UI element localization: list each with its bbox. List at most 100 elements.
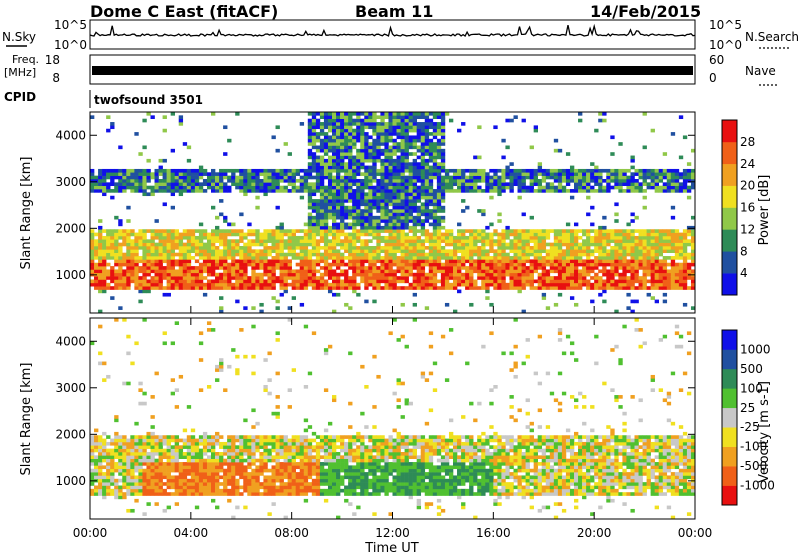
heatmap-cell bbox=[348, 132, 353, 136]
heatmap-cell bbox=[521, 282, 526, 287]
heatmap-cell bbox=[594, 242, 599, 247]
heatmap-cell bbox=[227, 249, 232, 253]
heatmap-cell bbox=[134, 341, 139, 346]
heatmap-cell bbox=[448, 282, 454, 287]
heatmap-cell bbox=[549, 229, 555, 233]
heatmap-cell bbox=[170, 378, 175, 382]
heatmap-cell bbox=[307, 222, 313, 227]
heatmap-cell bbox=[283, 172, 288, 176]
heatmap-cell bbox=[90, 262, 95, 267]
heatmap-cell bbox=[537, 168, 543, 173]
heatmap-cell bbox=[344, 115, 349, 119]
heatmap-cell bbox=[364, 209, 369, 213]
heatmap-cell bbox=[392, 185, 397, 190]
heatmap-cell bbox=[315, 232, 321, 237]
heatmap-cell bbox=[323, 272, 329, 277]
heatmap-cell bbox=[227, 138, 232, 143]
heatmap-cell bbox=[380, 185, 385, 190]
heatmap-cell bbox=[590, 242, 595, 247]
heatmap-cell bbox=[90, 472, 95, 476]
heatmap-cell bbox=[388, 182, 393, 186]
heatmap-cell bbox=[114, 441, 119, 446]
heatmap-cell bbox=[182, 441, 188, 446]
heatmap-cell bbox=[150, 249, 155, 253]
heatmap-cell bbox=[541, 172, 547, 176]
heatmap-cell bbox=[360, 225, 365, 230]
heatmap-cell bbox=[263, 266, 268, 270]
heatmap-cell bbox=[416, 249, 422, 253]
heatmap-cell bbox=[235, 262, 240, 267]
heatmap-cell bbox=[501, 269, 506, 274]
heatmap-cell bbox=[150, 488, 155, 493]
heatmap-cell bbox=[569, 296, 575, 300]
heatmap-cell bbox=[461, 175, 466, 180]
heatmap-cell bbox=[481, 239, 486, 243]
heatmap-cell bbox=[146, 246, 151, 250]
heatmap-cell bbox=[223, 168, 228, 173]
heatmap-cell bbox=[340, 168, 345, 173]
heatmap-cell bbox=[574, 272, 579, 277]
heatmap-cell bbox=[114, 215, 119, 220]
heatmap-cell bbox=[392, 122, 397, 126]
heatmap-cell bbox=[650, 179, 655, 183]
heatmap-cell bbox=[477, 125, 482, 130]
heatmap-cell bbox=[384, 175, 389, 180]
heatmap-cell bbox=[541, 229, 547, 233]
heatmap-cell bbox=[432, 158, 438, 163]
heatmap-cell bbox=[319, 215, 325, 220]
heatmap-cell bbox=[134, 182, 139, 186]
heatmap-cell bbox=[602, 286, 607, 290]
heatmap-cell bbox=[477, 155, 482, 160]
heatmap-cell bbox=[319, 195, 325, 200]
heatmap-cell bbox=[174, 405, 180, 409]
heatmap-cell bbox=[412, 128, 417, 133]
heatmap-cell bbox=[174, 252, 180, 257]
heatmap-cell bbox=[485, 182, 490, 186]
heatmap-cell bbox=[380, 279, 385, 284]
heatmap-cell bbox=[646, 252, 651, 257]
heatmap-cell bbox=[356, 132, 361, 136]
heatmap-cell bbox=[638, 229, 643, 233]
heatmap-cell bbox=[634, 235, 639, 240]
heatmap-cell bbox=[110, 478, 115, 483]
heatmap-cell bbox=[670, 215, 676, 220]
heatmap-cell bbox=[182, 428, 188, 433]
heatmap-cell bbox=[251, 179, 256, 183]
heatmap-cell bbox=[626, 179, 631, 183]
heatmap-cell bbox=[578, 229, 583, 233]
heatmap-cell bbox=[150, 448, 155, 453]
heatmap-cell bbox=[283, 256, 288, 260]
heatmap-cell bbox=[283, 279, 288, 284]
heatmap-cell bbox=[299, 302, 305, 307]
heatmap-cell bbox=[158, 168, 163, 173]
heatmap-cell bbox=[654, 266, 659, 270]
heatmap-cell bbox=[388, 145, 393, 150]
heatmap-cell bbox=[259, 252, 264, 257]
heatmap-cell bbox=[513, 286, 518, 290]
heatmap-cell bbox=[493, 172, 498, 176]
heatmap-cell bbox=[521, 232, 526, 237]
heatmap-cell bbox=[146, 259, 151, 264]
heatmap-cell bbox=[630, 239, 635, 243]
heatmap-cell bbox=[380, 262, 385, 267]
heatmap-cell bbox=[642, 239, 647, 243]
heatmap-cell bbox=[291, 175, 296, 180]
heatmap-cell bbox=[537, 229, 543, 233]
heatmap-cell bbox=[658, 276, 664, 280]
heatmap-cell bbox=[315, 259, 321, 264]
heatmap-cell bbox=[364, 155, 369, 160]
heatmap-cell bbox=[424, 246, 430, 250]
heatmap-cell bbox=[279, 229, 284, 233]
heatmap-cell bbox=[106, 492, 111, 496]
heatmap-cell bbox=[263, 286, 268, 290]
heatmap-cell bbox=[186, 482, 192, 486]
heatmap-cell bbox=[90, 445, 95, 449]
freq-trace bbox=[92, 66, 693, 75]
heatmap-cell bbox=[368, 239, 373, 243]
heatmap-cell bbox=[146, 435, 151, 439]
heatmap-cell bbox=[162, 252, 167, 257]
heatmap-cell bbox=[186, 168, 192, 173]
heatmap-cell bbox=[319, 246, 325, 250]
heatmap-cell bbox=[469, 279, 474, 284]
heatmap-cell bbox=[356, 239, 361, 243]
